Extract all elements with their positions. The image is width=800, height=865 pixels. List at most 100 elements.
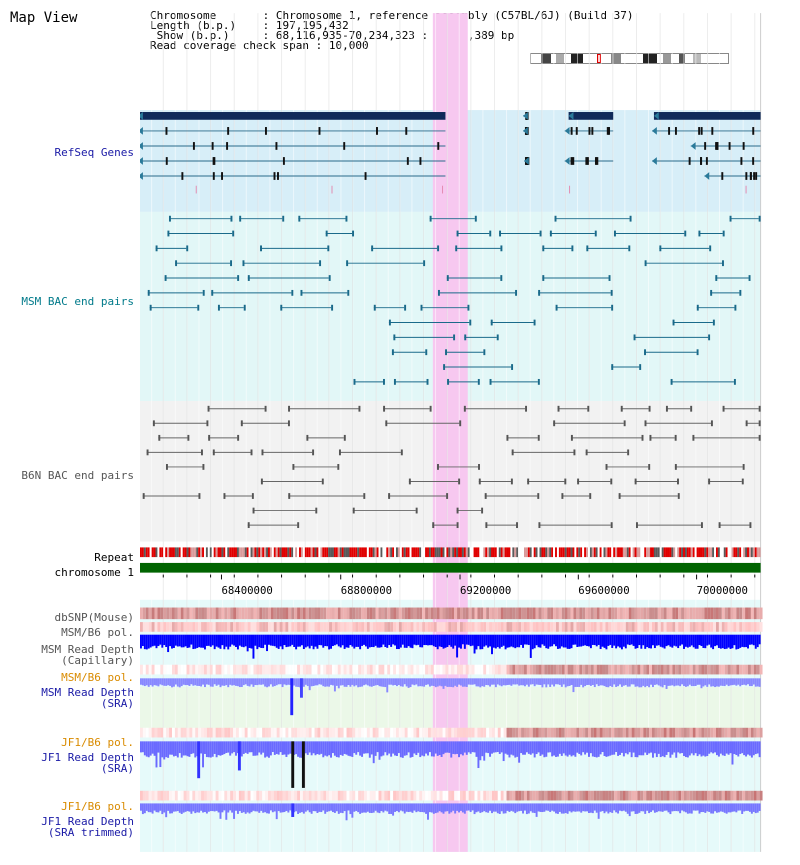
refseq-gene — [568, 112, 614, 120]
msm-bac-end — [347, 289, 350, 296]
read-depth-bar — [308, 803, 311, 813]
polymorphism-cell — [358, 607, 362, 620]
track-label-msm-b6-pol-2[interactable]: MSM/B6 pol. — [61, 671, 134, 684]
repeat-segment — [675, 547, 678, 558]
repeat-segment — [442, 547, 445, 558]
polymorphism-cell — [492, 607, 495, 620]
read-depth-bar — [667, 634, 670, 646]
polymorphism-cell — [308, 622, 312, 632]
read-depth-bar — [145, 678, 148, 686]
read-depth-bar — [655, 634, 658, 646]
read-depth-bar — [617, 678, 620, 687]
polymorphism-cell — [669, 664, 673, 675]
read-depth-bar — [747, 741, 749, 755]
msm-bac-end — [696, 349, 699, 356]
repeat-segment — [533, 547, 536, 558]
read-depth-bar — [275, 803, 278, 820]
repeat-segment — [165, 547, 168, 558]
track-label-dbsnp[interactable]: dbSNP(Mouse) — [54, 611, 134, 624]
polymorphism-cell — [279, 622, 283, 632]
polymorphism-cell — [681, 790, 684, 801]
read-depth-bar — [244, 741, 247, 753]
polymorphism-cell — [716, 622, 719, 632]
polymorphism-cell — [596, 622, 600, 632]
polymorphism-cell — [166, 727, 170, 738]
polymorphism-cell — [387, 727, 391, 738]
polymorphism-cell — [704, 790, 708, 801]
polymorphism-cell — [311, 727, 315, 738]
read-depth-bar — [467, 678, 470, 685]
polymorphism-cell — [273, 622, 277, 632]
track-label-msm-depth-capillary[interactable]: MSM Read Depth (Capillary) — [41, 643, 134, 667]
read-depth-bar — [394, 803, 396, 812]
polymorphism-cell — [253, 622, 257, 632]
polymorphism-cell — [483, 790, 487, 801]
b6n-bac-end — [165, 464, 168, 470]
polymorphism-cell — [180, 727, 184, 738]
track-label-jf1-b6-pol[interactable]: JF1/B6 pol. — [61, 736, 134, 749]
polymorphism-cell — [442, 727, 446, 738]
read-depth-bar — [525, 803, 528, 815]
repeat-segment — [626, 547, 629, 558]
polymorphism-cell — [270, 607, 274, 620]
read-depth-bar — [434, 634, 437, 647]
polymorphism-cell — [142, 727, 146, 738]
polymorphism-cell — [364, 727, 367, 738]
repeat-segment — [514, 547, 517, 558]
polymorphism-cell — [142, 607, 146, 620]
b6n-bac-end — [573, 449, 576, 456]
track-label-jf1-depth-trimmed[interactable]: JF1 Read Depth (SRA trimmed) — [41, 815, 134, 839]
read-depth-bar — [512, 803, 515, 812]
read-depth-bar — [436, 634, 439, 650]
read-depth-bar — [595, 634, 598, 647]
track-label-chromosome[interactable]: chromosome 1 — [54, 566, 134, 579]
polymorphism-cell — [320, 790, 324, 801]
repeat-segment — [586, 547, 588, 558]
polymorphism-cell — [189, 607, 193, 620]
read-depth-bar — [595, 803, 598, 813]
polymorphism-cell — [381, 622, 385, 632]
read-depth-bar — [337, 634, 340, 647]
read-depth-bar — [603, 634, 606, 648]
read-depth-bar — [370, 634, 373, 647]
polymorphism-cell — [759, 790, 763, 801]
track-label-jf1-b6-pol-2[interactable]: JF1/B6 pol. — [61, 800, 134, 813]
read-depth-bar — [250, 803, 253, 813]
refseq-strand-arrow — [690, 142, 696, 150]
polymorphism-cell — [218, 622, 222, 632]
repeat-segment — [351, 547, 354, 558]
refseq-exon — [575, 127, 578, 135]
polymorphism-cell — [349, 727, 353, 738]
read-depth-bar — [351, 634, 354, 647]
polymorphism-cell — [317, 727, 321, 738]
polymorphism-cell — [681, 727, 684, 738]
repeat-segment — [308, 547, 311, 558]
repeat-segment — [708, 547, 711, 558]
repeat-segment — [293, 547, 296, 558]
read-depth-bar — [376, 803, 379, 813]
read-depth-bar — [684, 741, 687, 758]
read-depth-bar — [372, 803, 375, 813]
track-label-b6n-bac[interactable]: B6N BAC end pairs — [21, 469, 134, 482]
read-depth-bar — [706, 678, 709, 687]
polymorphism-cell — [436, 790, 440, 801]
read-depth-bar — [320, 678, 323, 685]
read-depth-bar — [213, 803, 216, 812]
track-label-repeat[interactable]: Repeat — [94, 551, 134, 564]
track-label-msm-bac[interactable]: MSM BAC end pairs — [21, 295, 134, 308]
polymorphism-cell — [468, 790, 472, 801]
polymorphism-cell — [544, 664, 548, 675]
read-depth-bar — [436, 741, 439, 756]
track-label-msm-depth-sra[interactable]: MSM Read Depth (SRA) — [41, 686, 134, 710]
polymorphism-cell — [250, 607, 254, 620]
polymorphism-cell — [320, 664, 324, 675]
repeat-segment — [283, 547, 286, 558]
polymorphism-cell — [515, 790, 519, 801]
genome-track-viewer[interactable]: 68400000 68800000 69200000 69600000 70000000 — [140, 0, 780, 865]
polymorphism-cell — [407, 727, 411, 738]
track-label-refseq-genes[interactable]: RefSeq Genes — [54, 146, 134, 159]
track-label-msm-b6-pol[interactable]: MSM/B6 pol. — [61, 626, 134, 639]
read-depth-bar — [683, 634, 685, 649]
track-label-jf1-depth-sra[interactable]: JF1 Read Depth (SRA) — [41, 751, 134, 775]
read-depth-bar — [725, 803, 728, 814]
